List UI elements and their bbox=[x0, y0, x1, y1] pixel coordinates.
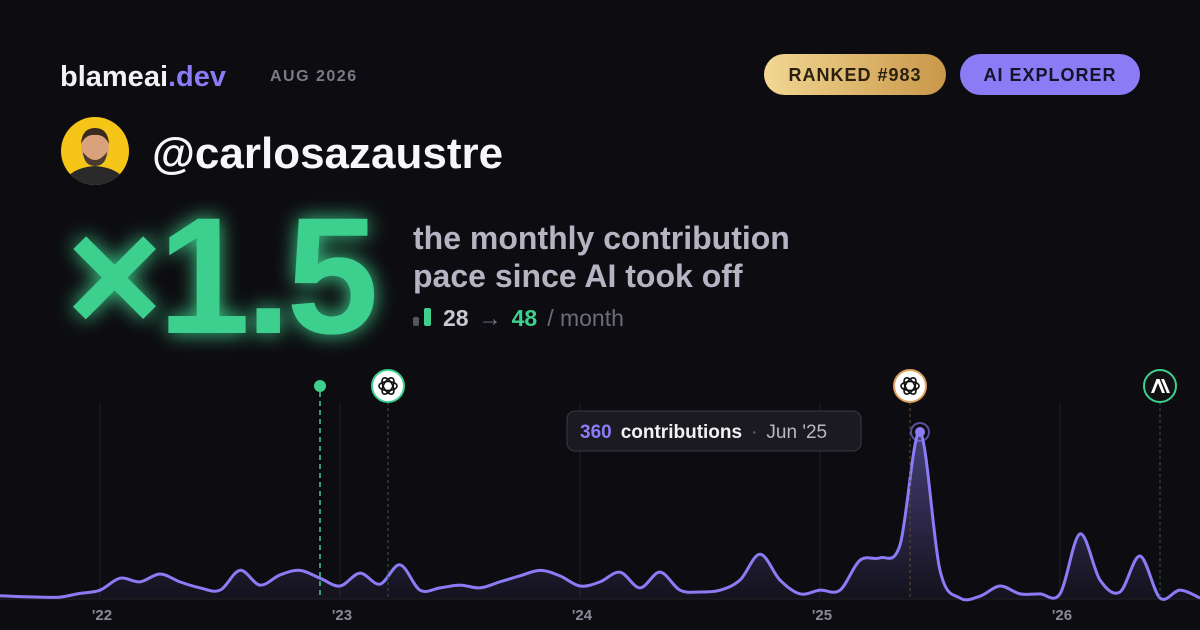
brand-date: AUG 2026 bbox=[270, 68, 358, 85]
x-tick-label: '24 bbox=[572, 607, 593, 624]
brand-name: blameai bbox=[60, 61, 168, 93]
brand-tld: .dev bbox=[168, 61, 226, 93]
tooltip-date: Jun '25 bbox=[766, 422, 827, 443]
tooltip-box bbox=[566, 410, 862, 452]
event-dot bbox=[314, 380, 326, 392]
anthropic-icon bbox=[1143, 369, 1177, 403]
line-series bbox=[0, 430, 1200, 602]
x-tick-label: '25 bbox=[812, 607, 832, 624]
peak-ring bbox=[910, 422, 930, 442]
brand: blameai.dev bbox=[60, 61, 226, 93]
event-markers bbox=[314, 369, 1177, 598]
tooltip: 360 contributions · Jun '25 bbox=[566, 410, 862, 452]
stat-unit: / month bbox=[547, 305, 624, 331]
badge-explorer: AI EXPLORER bbox=[983, 65, 1116, 85]
badge-bg bbox=[960, 54, 1140, 95]
headline-line: pace since AI took off bbox=[413, 258, 743, 294]
openai-icon bbox=[371, 369, 405, 403]
area-fill bbox=[0, 431, 1200, 600]
stat-after: 48 bbox=[512, 305, 538, 331]
x-tick-label: '22 bbox=[92, 607, 112, 624]
tooltip-text: 360 contributions · Jun '25 bbox=[580, 422, 827, 443]
x-tick-label: '23 bbox=[332, 607, 352, 624]
badge-bg bbox=[764, 54, 946, 95]
openai-icon bbox=[893, 369, 927, 403]
tooltip-value: 360 bbox=[580, 422, 612, 443]
headline-line: the monthly contribution bbox=[413, 220, 790, 256]
tooltip-separator: · bbox=[751, 422, 757, 443]
tooltip-label: contributions bbox=[621, 422, 742, 443]
stats: 28 → 48 / month bbox=[443, 305, 624, 331]
icon-bar-before bbox=[413, 317, 419, 326]
x-tick-label: '26 bbox=[1052, 607, 1072, 624]
multiplier: ×1.5 bbox=[66, 184, 374, 369]
icon-bar-after bbox=[424, 308, 431, 326]
stat-arrow: → bbox=[479, 305, 502, 331]
badge-rank: RANKED #983 bbox=[788, 65, 921, 85]
user-handle: @carlosazaustre bbox=[152, 129, 503, 178]
stat-before: 28 bbox=[443, 305, 469, 331]
peak-point bbox=[915, 427, 925, 437]
